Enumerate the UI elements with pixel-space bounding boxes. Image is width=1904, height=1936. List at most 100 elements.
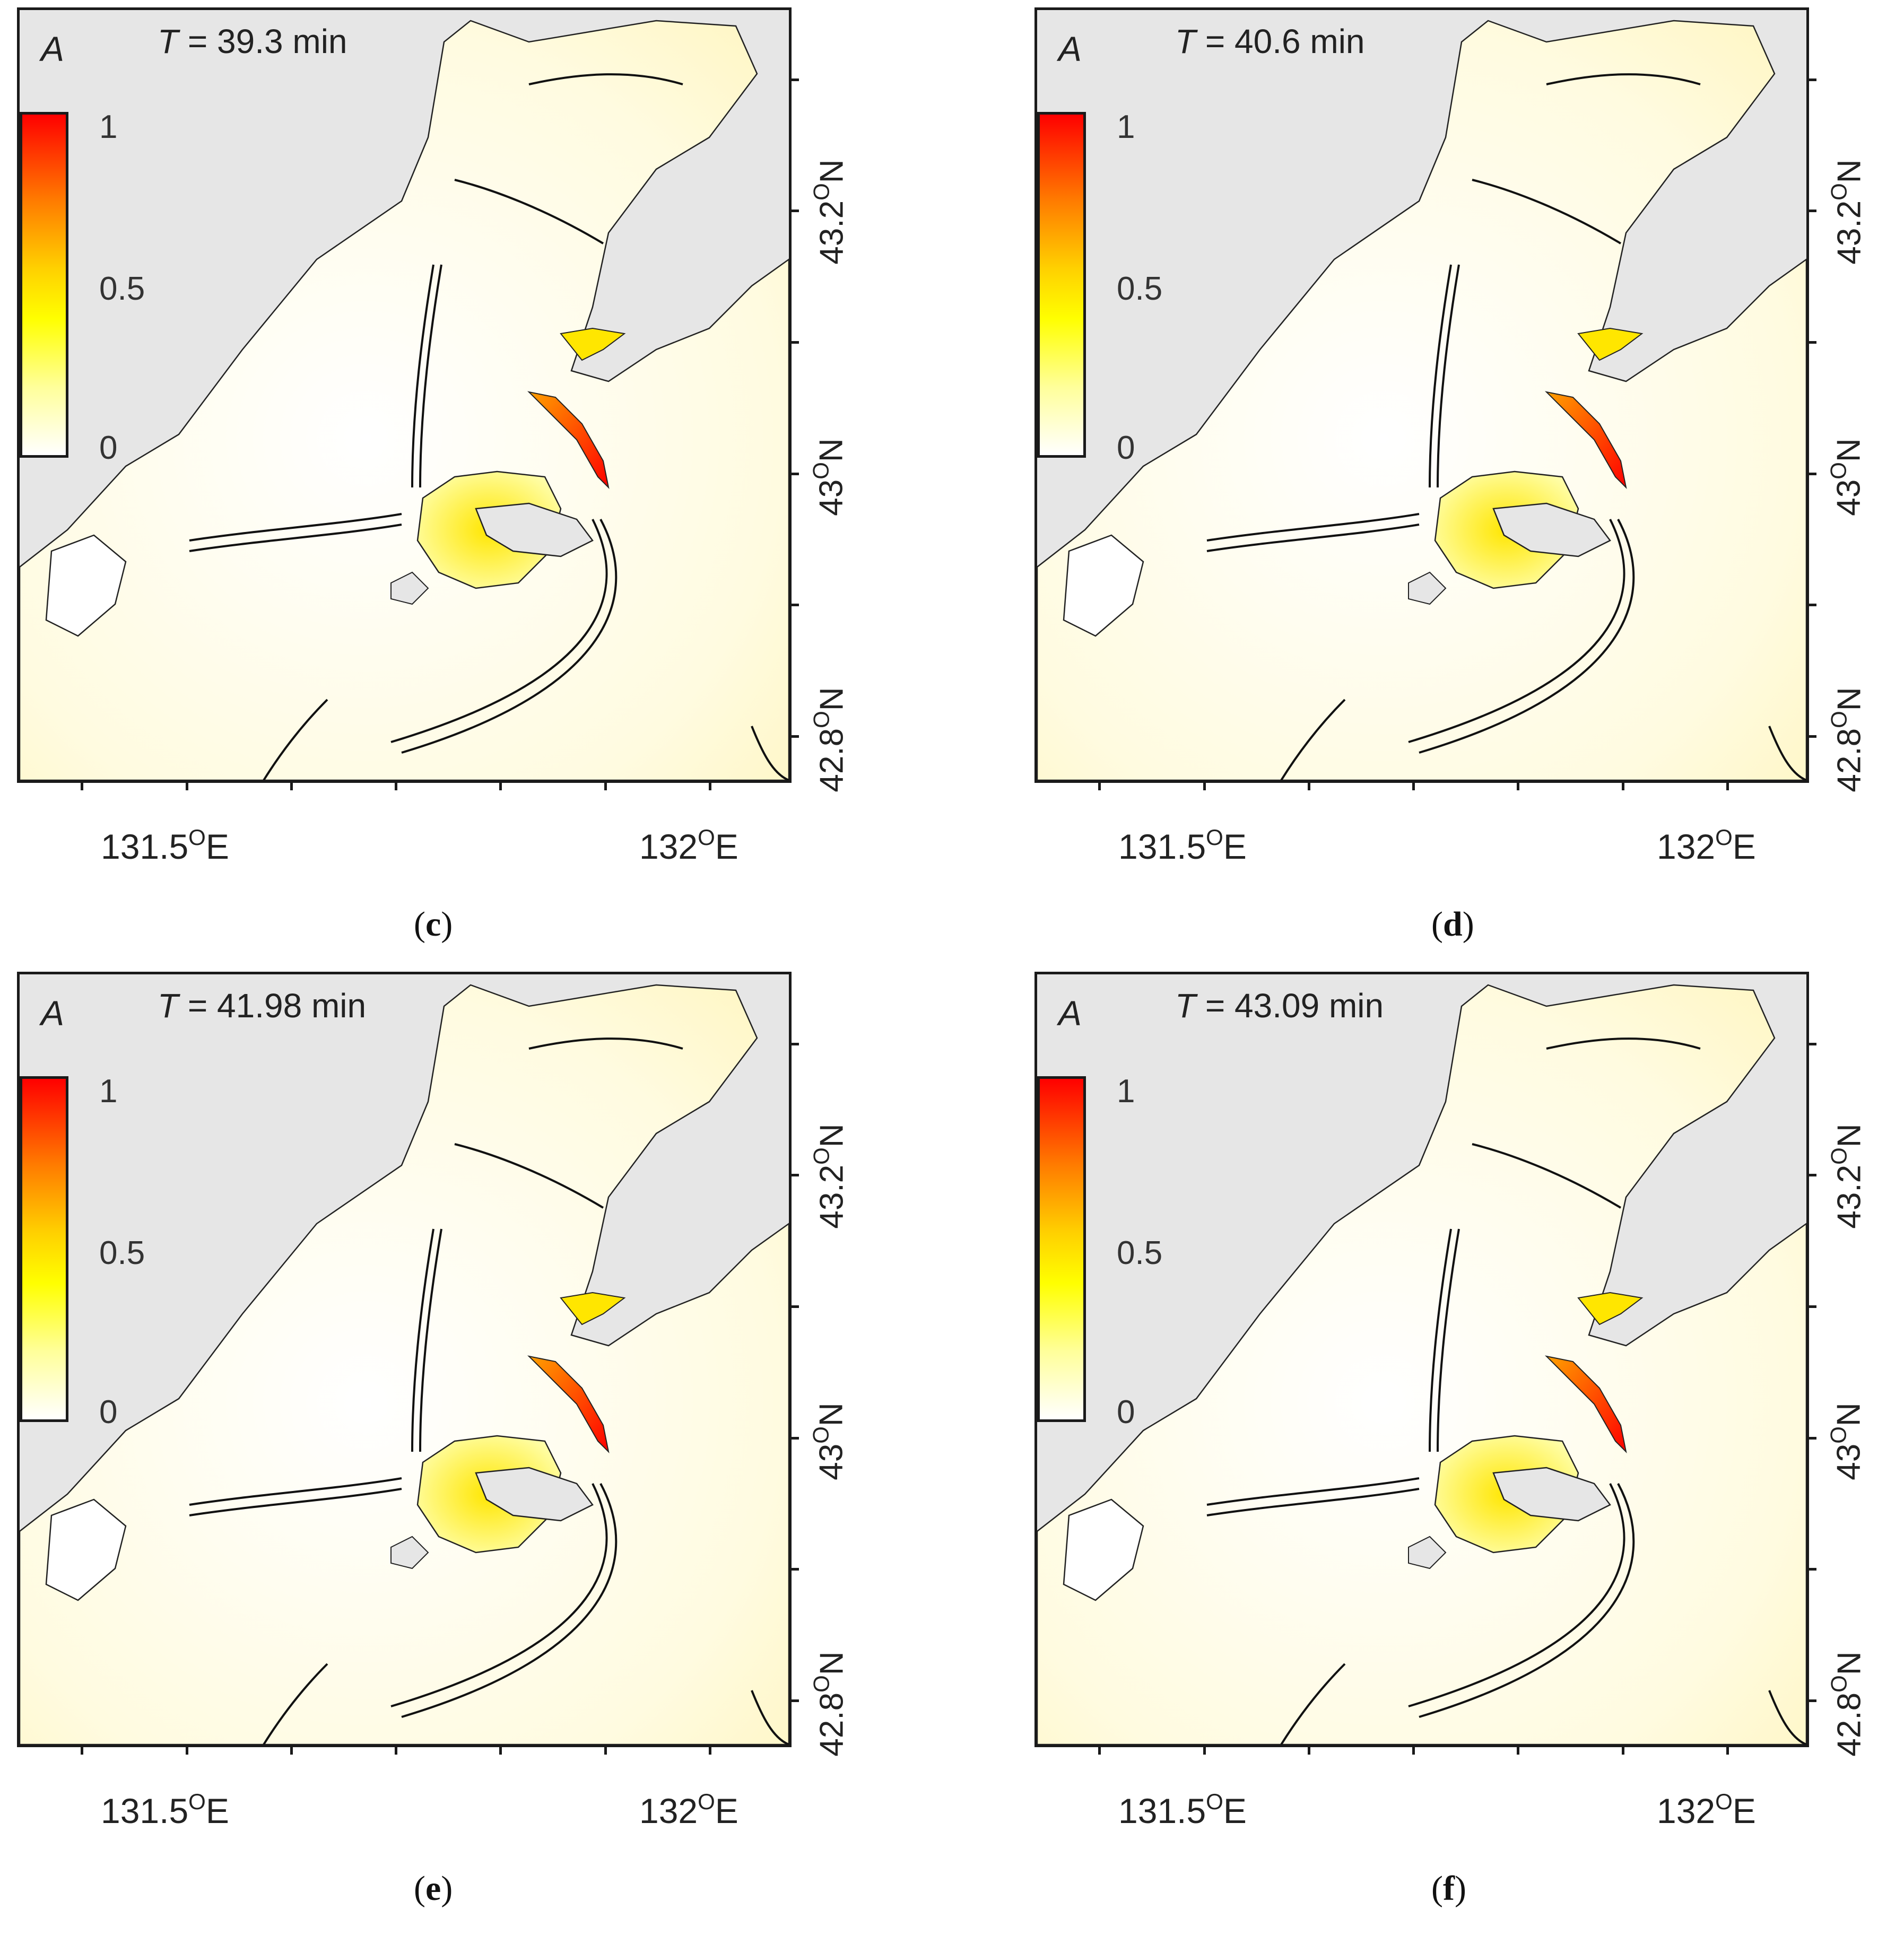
time-label: T = 41.98 min: [158, 986, 366, 1025]
small-island: [1408, 1536, 1447, 1569]
hemisphere: E: [1732, 827, 1756, 866]
degree-mark: O: [1826, 1147, 1851, 1165]
north-inlet: [560, 1292, 626, 1325]
lat-label-43: 43ON: [808, 1402, 850, 1480]
degree-mark: O: [808, 711, 834, 728]
degree-mark: O: [1826, 711, 1851, 728]
colorbar-min-label: 0: [1117, 1394, 1135, 1431]
hemisphere: N: [1831, 1123, 1868, 1148]
sea-area: [20, 984, 789, 1745]
degree-mark: O: [1825, 1426, 1851, 1444]
degree-mark: O: [808, 462, 833, 479]
lon-label-132: 132OE: [639, 1789, 738, 1831]
hemisphere: N: [1831, 159, 1868, 184]
lon-label-131-5: 131.5OE: [101, 1789, 229, 1831]
degree-mark: O: [808, 183, 834, 200]
lon-label-131-5: 131.5OE: [1118, 1789, 1247, 1831]
russky-island: [1492, 502, 1611, 557]
panel-caption: (f): [1431, 1869, 1466, 1908]
map-frame: A T = 43.09 min 1 0.5 0: [1034, 972, 1809, 1747]
lon-value: 132: [639, 827, 698, 866]
wave-fronts: [1206, 1037, 1806, 1745]
lon-label-132: 132OE: [639, 825, 738, 867]
colorbar-min-label: 0: [99, 430, 118, 466]
degree-mark: O: [188, 825, 206, 850]
time-symbol: T: [1175, 987, 1196, 1025]
colorbar: [1037, 1076, 1086, 1422]
wave-fronts: [189, 73, 789, 780]
map-panel-f: A T = 43.09 min 1 0.5 0 43.2ON 43ON 42.8…: [1018, 964, 1893, 1919]
colorbar-mid-label: 0.5: [99, 271, 145, 307]
panel-caption: (c): [414, 905, 453, 944]
colorbar-max-label: 1: [99, 1073, 118, 1110]
lon-label-131-5: 131.5OE: [101, 825, 229, 867]
time-symbol: T: [158, 987, 179, 1025]
russky-island: [475, 502, 594, 557]
west-peninsula: [45, 534, 127, 637]
hemisphere: E: [1223, 1791, 1247, 1830]
hemisphere: E: [715, 827, 738, 866]
hemisphere: N: [813, 159, 850, 184]
amplitude-symbol: A: [1058, 29, 1082, 68]
lon-label-131-5: 131.5OE: [1118, 825, 1247, 867]
colorbar: [20, 112, 68, 458]
lat-value: 42.8: [1831, 728, 1868, 792]
lon-value: 131.5: [101, 1791, 189, 1830]
colorbar-min-label: 0: [99, 1394, 118, 1431]
lat-label-42-8: 42.8ON: [1827, 1651, 1868, 1756]
colorbar: [1037, 112, 1086, 458]
hemisphere: N: [1831, 687, 1868, 711]
lat-value: 42.8: [813, 1692, 850, 1757]
time-label: T = 40.6 min: [1175, 22, 1365, 61]
lat-label-43: 43ON: [1826, 1402, 1868, 1480]
degree-mark: O: [1825, 462, 1851, 479]
map-panel-e: A T = 41.98 min 1 0.5 0 43.2ON 43ON 42.8…: [0, 964, 875, 1919]
hemisphere: N: [813, 1123, 850, 1148]
west-peninsula: [1063, 1498, 1144, 1601]
hemisphere: E: [205, 827, 229, 866]
colorbar: [20, 1076, 68, 1422]
hemisphere: N: [813, 687, 850, 711]
wave-fronts: [1206, 73, 1806, 780]
colorbar-mid-label: 0.5: [1117, 1235, 1163, 1271]
degree-mark: O: [1826, 183, 1851, 200]
sea-area: [1037, 984, 1806, 1745]
amplitude-symbol: A: [41, 29, 65, 68]
lat-label-43-2: 43.2ON: [1827, 159, 1868, 264]
degree-mark: O: [1206, 1789, 1223, 1814]
colorbar-max-label: 1: [1117, 1073, 1135, 1110]
time-value: = 43.09 min: [1205, 987, 1384, 1025]
time-value: = 39.3 min: [187, 22, 347, 60]
amplitude-map: [1037, 10, 1806, 780]
lon-value: 132: [1657, 827, 1716, 866]
lat-value: 43: [1830, 1443, 1867, 1480]
lat-value: 43.2: [813, 200, 850, 265]
map-frame: A T = 39.3 min 1 0.5 0: [17, 7, 792, 783]
amplitude-symbol: A: [1058, 993, 1082, 1033]
small-island: [390, 1536, 429, 1569]
degree-mark: O: [808, 1426, 833, 1444]
time-label: T = 39.3 min: [158, 22, 347, 61]
hot-inlet: [1544, 391, 1627, 490]
degree-mark: O: [1826, 1675, 1851, 1693]
lat-label-42-8: 42.8ON: [809, 687, 851, 792]
lon-value: 131.5: [1118, 827, 1206, 866]
lat-label-43-2: 43.2ON: [809, 1123, 851, 1228]
panel-caption: (e): [414, 1869, 453, 1908]
small-island: [390, 571, 429, 605]
lon-value: 132: [1657, 1791, 1716, 1830]
north-inlet: [1577, 1292, 1644, 1325]
hot-inlet: [527, 1355, 610, 1454]
degree-mark: O: [808, 1147, 834, 1165]
degree-mark: O: [1715, 1789, 1733, 1814]
hot-inlet: [527, 391, 610, 490]
lat-label-43-2: 43.2ON: [1827, 1123, 1868, 1228]
lat-label-43: 43ON: [808, 438, 850, 516]
colorbar-max-label: 1: [99, 109, 118, 145]
lat-label-42-8: 42.8ON: [1827, 687, 1868, 792]
lat-value: 42.8: [813, 728, 850, 792]
west-peninsula: [1063, 534, 1144, 637]
degree-mark: O: [188, 1789, 206, 1814]
russky-island: [475, 1467, 594, 1522]
colorbar-mid-label: 0.5: [1117, 271, 1163, 307]
